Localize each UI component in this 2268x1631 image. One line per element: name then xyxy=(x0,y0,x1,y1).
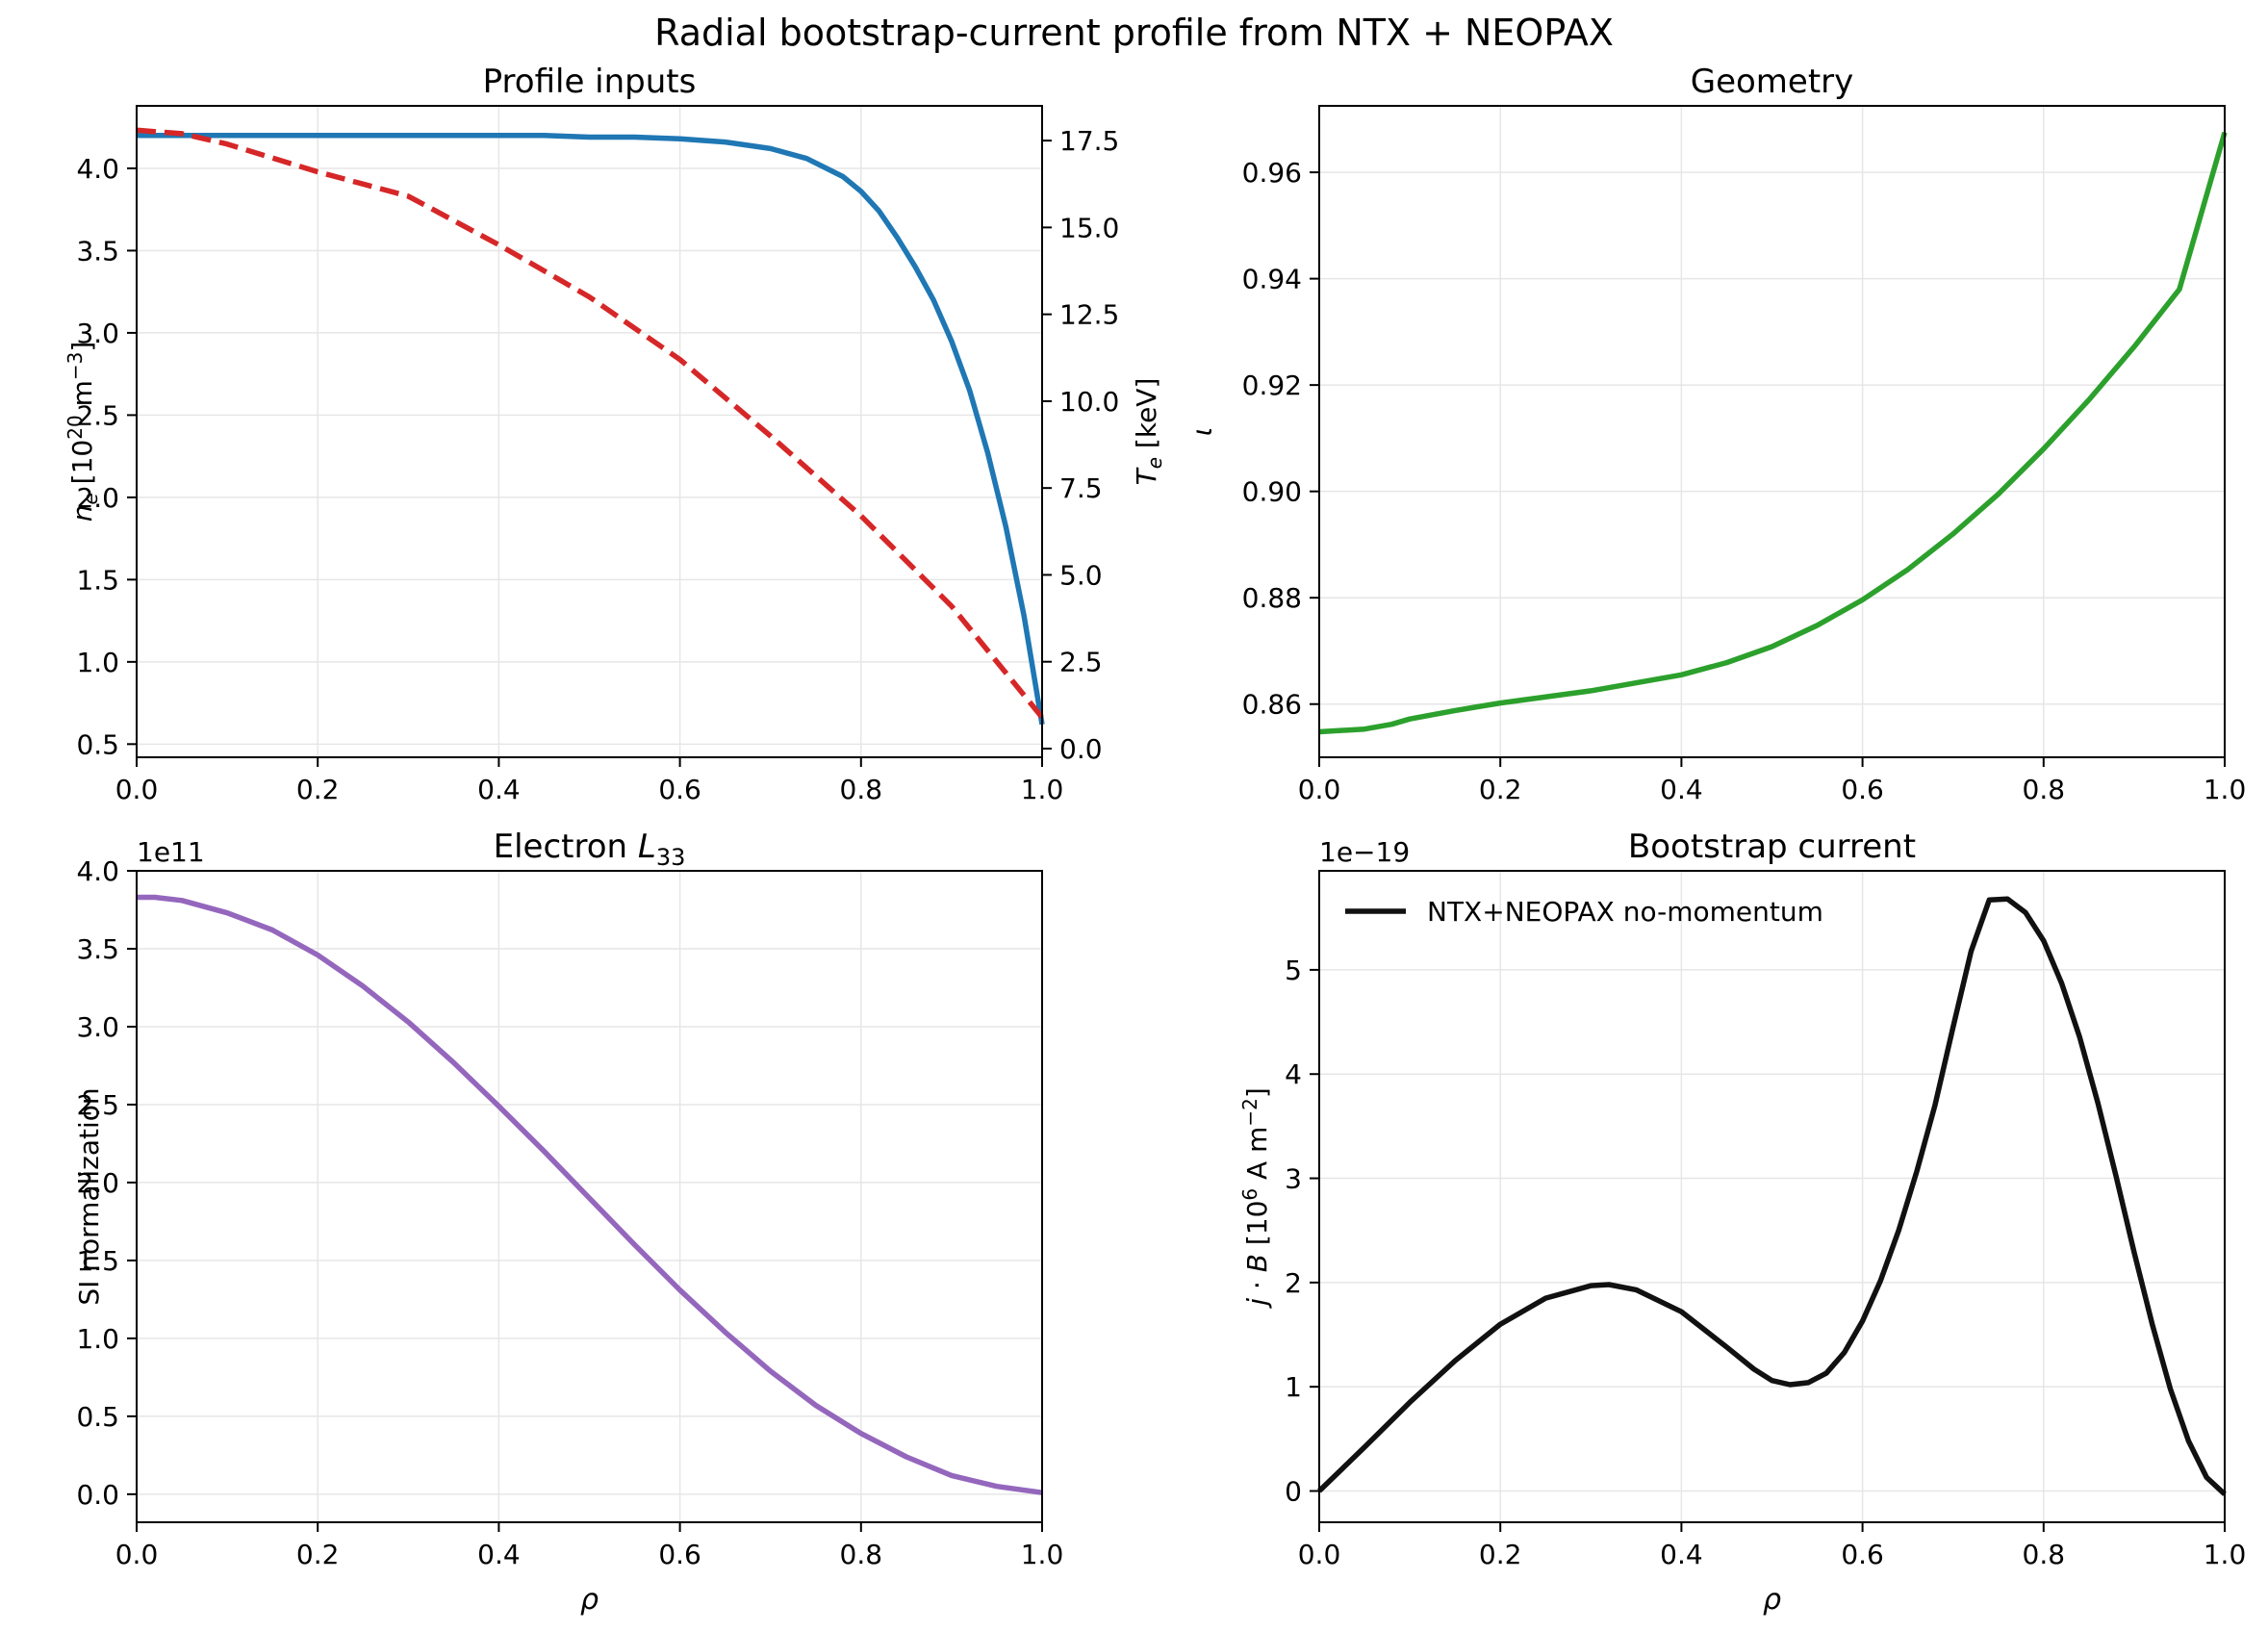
l33-xtick-label: 0.2 xyxy=(296,1539,340,1570)
geometry-xtick-label: 0.2 xyxy=(1479,774,1522,805)
profile-ytick-label: 4.0 xyxy=(76,153,119,185)
figure-title: Radial bootstrap-current profile from NT… xyxy=(654,12,1614,54)
bootstrap-ytick-label: 4 xyxy=(1285,1058,1302,1090)
l33-ytick-label: 3.5 xyxy=(76,933,119,965)
profile-y2tick-label: 0.0 xyxy=(1059,733,1103,765)
geometry-axes-frame xyxy=(1318,105,2226,758)
l33-ytick-label: 1.5 xyxy=(76,1245,119,1277)
geometry-ylabel: ι xyxy=(1186,427,1218,436)
l33-ytick-label: 3.0 xyxy=(76,1011,119,1043)
l33-xtick-label: 0.6 xyxy=(658,1539,701,1570)
bootstrap-offset-label: 1e−19 xyxy=(1319,836,1410,868)
profile-axes-frame xyxy=(136,105,1043,758)
l33-xtick-label: 0.4 xyxy=(477,1539,521,1570)
profile-ylabel: ne [1020 m−3] xyxy=(64,342,102,522)
bootstrap-xtick-label: 1.0 xyxy=(2204,1539,2247,1570)
profile-xtick-label: 0.2 xyxy=(296,774,340,805)
geometry-xtick-label: 0.0 xyxy=(1298,774,1341,805)
l33-offset-label: 1e11 xyxy=(137,836,205,868)
l33-xtick-label: 0.0 xyxy=(115,1539,159,1570)
profile-series-line-1 xyxy=(136,127,1045,720)
geometry-xtick-label: 1.0 xyxy=(2204,774,2247,805)
geometry-xtick-label: 0.6 xyxy=(1841,774,1884,805)
profile-y2tick-label: 2.5 xyxy=(1059,647,1103,678)
profile-y2tick-label: 7.5 xyxy=(1059,472,1103,504)
bootstrap-xtick-label: 0.8 xyxy=(2023,1539,2066,1570)
profile-ytick-label: 2.5 xyxy=(76,399,119,431)
profile-xtick-label: 0.4 xyxy=(477,774,521,805)
profile-xtick-label: 0.0 xyxy=(115,774,159,805)
l33-series-line-0 xyxy=(137,894,1043,1495)
bootstrap-legend-label: NTX+NEOPAX no-momentum xyxy=(1427,896,1823,928)
bootstrap-xtick-label: 0.6 xyxy=(1841,1539,1884,1570)
l33-xtick-label: 1.0 xyxy=(1021,1539,1064,1570)
profile-xtick-label: 1.0 xyxy=(1021,774,1064,805)
bootstrap-xtick-label: 0.2 xyxy=(1479,1539,1522,1570)
bootstrap-title: Bootstrap current xyxy=(1628,828,1916,866)
profile-ytick-label: 1.5 xyxy=(76,564,119,596)
l33-ytick-label: 2.0 xyxy=(76,1167,119,1199)
geometry-ytick-label: 0.90 xyxy=(1242,476,1302,508)
bootstrap-ylabel: j · B [106 A m−2] xyxy=(1238,1087,1273,1310)
profile-ytick-label: 1.0 xyxy=(76,647,119,678)
profile-y2tick-label: 17.5 xyxy=(1059,125,1119,157)
profile-ytick-label: 3.5 xyxy=(76,235,119,267)
bootstrap-xtick-label: 0.0 xyxy=(1298,1539,1341,1570)
bootstrap-ytick-label: 1 xyxy=(1285,1371,1302,1403)
l33-ylabel: SI normalization xyxy=(73,1087,105,1305)
geometry-ytick-label: 0.88 xyxy=(1242,582,1302,614)
l33-ytick-label: 0.5 xyxy=(76,1401,119,1433)
geometry-series-line-0 xyxy=(1318,131,2228,735)
geometry-xtick-label: 0.4 xyxy=(1660,774,1703,805)
profile-series-line-0 xyxy=(137,133,1045,726)
profile-ytick-label: 0.5 xyxy=(76,728,119,760)
geometry-ytick-label: 0.96 xyxy=(1242,157,1302,189)
bootstrap-series-line-0 xyxy=(1317,896,2227,1496)
profile-ytick-label: 3.0 xyxy=(76,318,119,349)
l33-ytick-label: 1.0 xyxy=(76,1323,119,1355)
l33-ytick-label: 0.0 xyxy=(76,1479,119,1511)
profile-y2tick-label: 15.0 xyxy=(1059,212,1119,243)
profile-y2tick-label: 10.0 xyxy=(1059,386,1119,418)
l33-axes-frame xyxy=(136,870,1043,1523)
bootstrap-ytick-label: 0 xyxy=(1285,1476,1302,1508)
profile-xtick-label: 0.8 xyxy=(840,774,883,805)
geometry-ytick-label: 0.92 xyxy=(1242,370,1302,401)
geometry-ytick-label: 0.86 xyxy=(1242,689,1302,721)
geometry-title: Geometry xyxy=(1691,63,1854,101)
l33-ytick-label: 4.0 xyxy=(76,855,119,887)
profile-title: Profile inputs xyxy=(483,63,697,101)
profile-ytick-label: 2.0 xyxy=(76,482,119,514)
bootstrap-xtick-label: 0.4 xyxy=(1660,1539,1703,1570)
l33-xtick-label: 0.8 xyxy=(840,1539,883,1570)
bootstrap-ytick-label: 5 xyxy=(1285,955,1302,986)
profile-y2tick-label: 5.0 xyxy=(1059,559,1103,591)
geometry-xtick-label: 0.8 xyxy=(2023,774,2066,805)
l33-xlabel: ρ xyxy=(580,1583,599,1617)
profile-xtick-label: 0.6 xyxy=(658,774,701,805)
profile-y2label: Te [keV] xyxy=(1131,378,1166,486)
geometry-ytick-label: 0.94 xyxy=(1242,264,1302,295)
bootstrap-axes-frame xyxy=(1318,870,2226,1523)
l33-ytick-label: 2.5 xyxy=(76,1089,119,1121)
bootstrap-xlabel: ρ xyxy=(1763,1583,1781,1617)
profile-y2tick-label: 12.5 xyxy=(1059,299,1119,331)
l33-title: Electron L33 xyxy=(494,828,686,871)
bootstrap-ytick-label: 3 xyxy=(1285,1163,1302,1195)
bootstrap-ytick-label: 2 xyxy=(1285,1267,1302,1299)
